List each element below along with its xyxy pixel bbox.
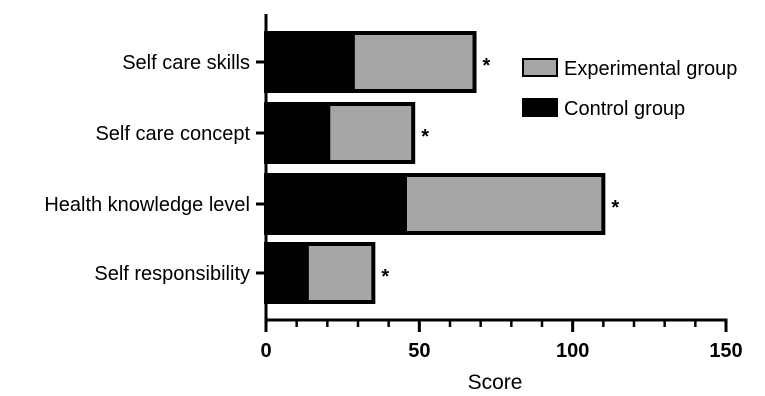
axes-layer xyxy=(256,14,728,332)
x-tick-label-0: 0 xyxy=(260,340,271,362)
bars-layer xyxy=(264,31,606,304)
legend-swatch-1 xyxy=(522,98,558,117)
category-label-1: Self care concept xyxy=(95,123,250,145)
x-tick-label-2: 100 xyxy=(556,340,589,362)
bar-control-3 xyxy=(266,244,309,302)
significance-star-0: * xyxy=(483,55,491,77)
bar-experimental-3 xyxy=(308,244,374,302)
category-label-2: Health knowledge level xyxy=(44,194,250,216)
x-tick-label-1: 50 xyxy=(408,340,430,362)
bar-control-0 xyxy=(266,33,355,91)
legend-swatch-0 xyxy=(522,58,558,77)
significance-star-1: * xyxy=(421,126,429,148)
legend: Experimental group Control group xyxy=(522,58,737,120)
bar-experimental-1 xyxy=(330,104,414,162)
legend-label-0: Experimental group xyxy=(564,58,737,80)
bar-experimental-2 xyxy=(407,175,604,233)
bar-control-1 xyxy=(266,104,331,162)
labels-layer: * Self care skills * Self care concept * Heal… xyxy=(44,52,742,362)
significance-star-2: * xyxy=(611,197,619,219)
x-tick-label-3: 150 xyxy=(709,340,742,362)
category-label-3: Self responsibility xyxy=(94,263,250,285)
bar-control-2 xyxy=(266,175,408,233)
category-label-0: Self care skills xyxy=(122,52,250,74)
bar-experimental-0 xyxy=(354,33,475,91)
x-axis-title: Score xyxy=(468,371,523,394)
significance-star-3: * xyxy=(381,266,389,288)
legend-label-1: Control group xyxy=(564,98,685,120)
